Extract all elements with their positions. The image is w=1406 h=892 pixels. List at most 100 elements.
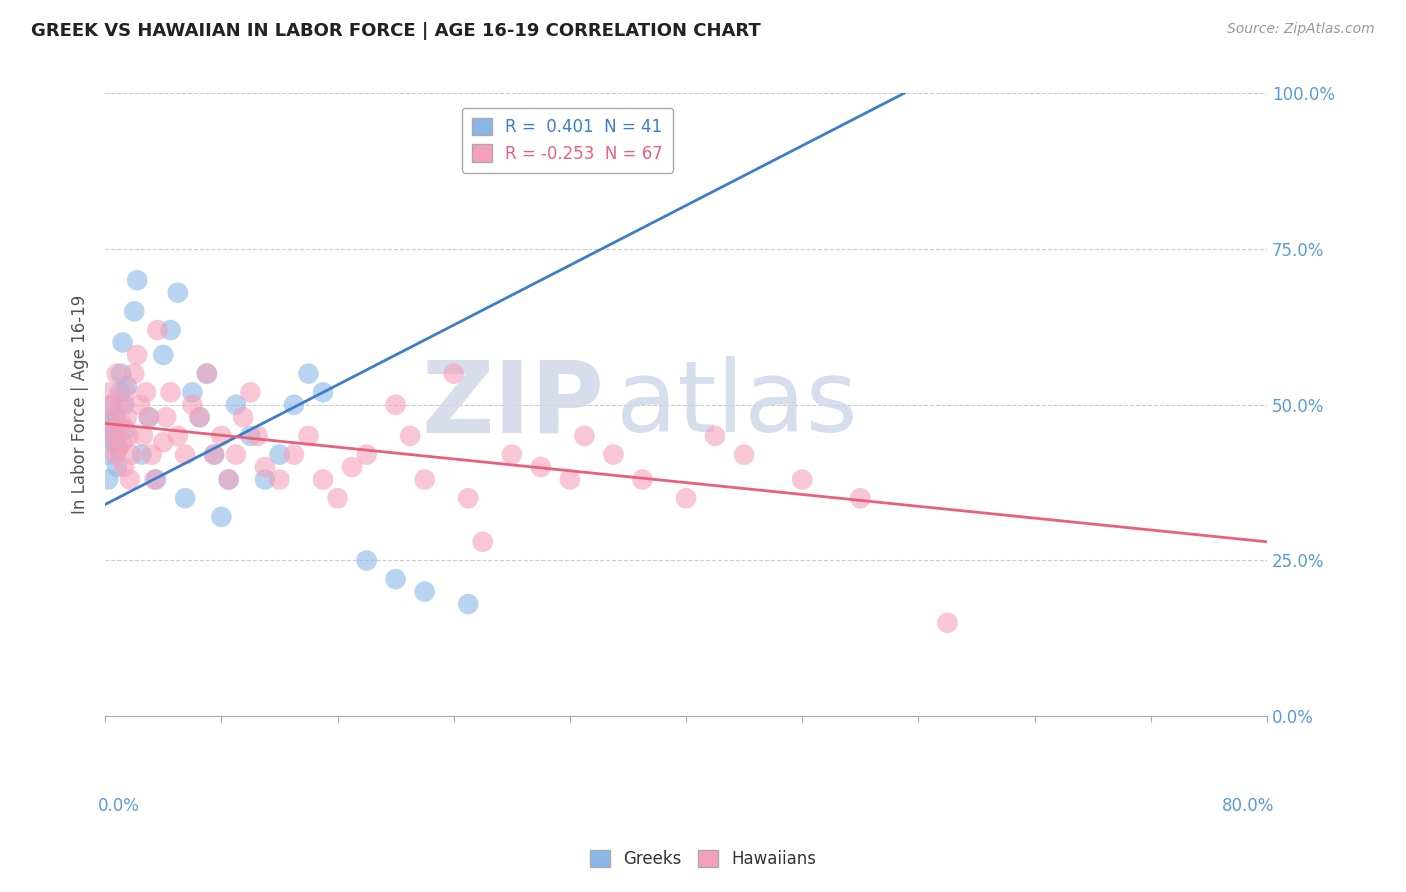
Point	[98, 417, 121, 431]
Point	[105, 460, 128, 475]
Point	[117, 429, 139, 443]
Point	[97, 410, 120, 425]
Text: ZIP: ZIP	[422, 356, 605, 453]
Point	[174, 491, 197, 506]
Point	[100, 398, 122, 412]
Point	[202, 448, 225, 462]
Point	[188, 410, 211, 425]
Point	[159, 385, 181, 400]
Point	[138, 410, 160, 425]
Point	[239, 429, 262, 443]
Point	[356, 553, 378, 567]
Legend: R =  0.401  N = 41, R = -0.253  N = 67: R = 0.401 N = 41, R = -0.253 N = 67	[463, 108, 673, 172]
Point	[413, 584, 436, 599]
Point	[115, 379, 138, 393]
Legend: Greeks, Hawaiians: Greeks, Hawaiians	[583, 843, 823, 875]
Point	[152, 435, 174, 450]
Point	[114, 423, 136, 437]
Point	[792, 473, 814, 487]
Point	[107, 442, 129, 456]
Point	[118, 473, 141, 487]
Point	[218, 473, 240, 487]
Point	[239, 385, 262, 400]
Point	[98, 385, 121, 400]
Point	[138, 410, 160, 425]
Point	[297, 429, 319, 443]
Point	[110, 367, 132, 381]
Point	[195, 367, 218, 381]
Point	[602, 448, 624, 462]
Point	[122, 367, 145, 381]
Point	[399, 429, 422, 443]
Point	[283, 448, 305, 462]
Point	[471, 534, 494, 549]
Point	[127, 348, 149, 362]
Point	[246, 429, 269, 443]
Point	[181, 385, 204, 400]
Point	[110, 417, 132, 431]
Point	[107, 442, 129, 456]
Point	[297, 367, 319, 381]
Point	[112, 398, 135, 412]
Point	[129, 398, 152, 412]
Point	[145, 473, 167, 487]
Point	[413, 473, 436, 487]
Text: 0.0%: 0.0%	[98, 797, 139, 815]
Point	[225, 448, 247, 462]
Point	[283, 398, 305, 412]
Text: Source: ZipAtlas.com: Source: ZipAtlas.com	[1227, 22, 1375, 37]
Point	[384, 572, 406, 586]
Point	[111, 435, 134, 450]
Point	[141, 448, 163, 462]
Point	[209, 509, 232, 524]
Y-axis label: In Labor Force | Age 16-19: In Labor Force | Age 16-19	[72, 295, 89, 515]
Point	[558, 473, 581, 487]
Point	[120, 448, 142, 462]
Point	[103, 423, 125, 437]
Point	[131, 448, 153, 462]
Point	[312, 385, 335, 400]
Point	[122, 304, 145, 318]
Point	[105, 367, 128, 381]
Point	[457, 597, 479, 611]
Point	[166, 429, 188, 443]
Text: 80.0%: 80.0%	[1222, 797, 1274, 815]
Point	[174, 448, 197, 462]
Point	[108, 398, 131, 412]
Point	[269, 473, 291, 487]
Point	[112, 460, 135, 475]
Point	[115, 410, 138, 425]
Point	[152, 348, 174, 362]
Point	[501, 448, 523, 462]
Point	[253, 460, 276, 475]
Point	[312, 473, 335, 487]
Point	[232, 410, 254, 425]
Point	[326, 491, 349, 506]
Point	[104, 448, 127, 462]
Point	[159, 323, 181, 337]
Point	[195, 367, 218, 381]
Point	[100, 429, 122, 443]
Text: GREEK VS HAWAIIAN IN LABOR FORCE | AGE 16-19 CORRELATION CHART: GREEK VS HAWAIIAN IN LABOR FORCE | AGE 1…	[31, 22, 761, 40]
Point	[111, 335, 134, 350]
Point	[103, 435, 125, 450]
Point	[146, 323, 169, 337]
Point	[108, 385, 131, 400]
Point	[202, 448, 225, 462]
Point	[631, 473, 654, 487]
Point	[104, 410, 127, 425]
Point	[143, 473, 166, 487]
Point	[253, 473, 276, 487]
Point	[132, 429, 155, 443]
Point	[155, 410, 177, 425]
Point	[181, 398, 204, 412]
Point	[675, 491, 697, 506]
Point	[574, 429, 596, 443]
Point	[704, 429, 727, 443]
Point	[101, 429, 124, 443]
Point	[209, 429, 232, 443]
Point	[218, 473, 240, 487]
Point	[443, 367, 465, 381]
Point	[96, 448, 118, 462]
Point	[127, 273, 149, 287]
